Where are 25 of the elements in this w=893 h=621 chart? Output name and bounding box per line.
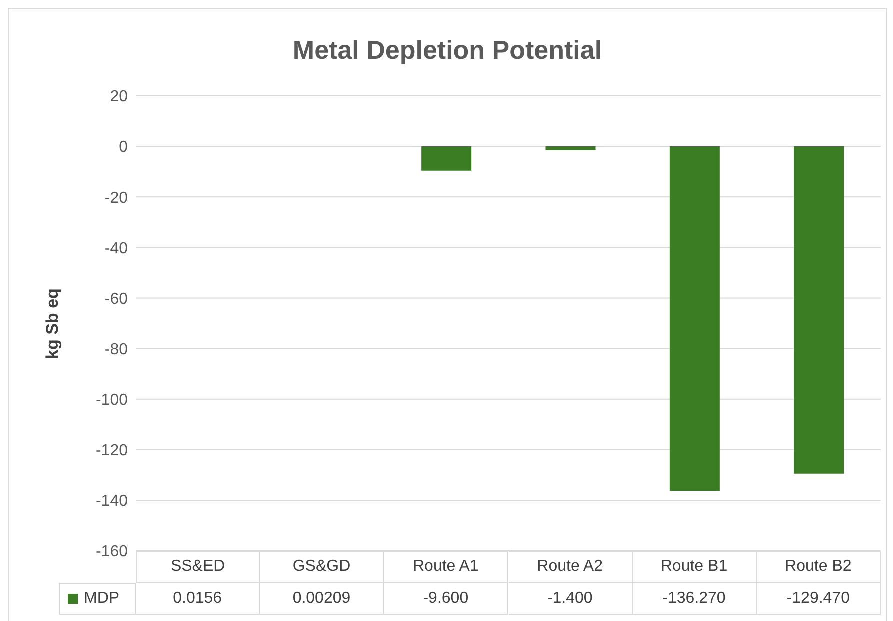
data-label: -9.600 [384, 583, 508, 615]
y-tick-label: -100 [96, 392, 128, 410]
y-tick-label: -160 [96, 544, 128, 561]
y-tick-label: -20 [104, 190, 128, 207]
data-label: -129.470 [756, 583, 881, 615]
x-tick-label: Route B1 [632, 551, 757, 583]
data-label: 0.00209 [260, 583, 384, 615]
x-tick-label: Route A1 [384, 551, 508, 583]
x-tick-label: Route A2 [508, 551, 633, 583]
y-tick-label: -140 [96, 493, 128, 510]
y-axis-title: kg Sb eq [43, 288, 63, 359]
y-tick-label: -120 [96, 442, 128, 460]
y-tick-label: -60 [104, 290, 128, 308]
y-tick-label: 20 [110, 88, 128, 106]
data-label: 0.0156 [136, 583, 260, 615]
chart-title: Metal Depletion Potential [292, 35, 604, 66]
data-label: -136.270 [632, 583, 757, 615]
y-tick-label: 0 [119, 139, 128, 156]
x-tick-label: SS&ED [136, 551, 260, 583]
x-tick-label: GS&GD [260, 551, 384, 583]
legend-label: MDP [59, 583, 136, 615]
x-tick-label: Route B2 [756, 551, 881, 583]
y-tick-label: -40 [104, 240, 128, 258]
y-tick-label: -80 [104, 341, 128, 358]
data-label: -1.400 [508, 583, 633, 615]
